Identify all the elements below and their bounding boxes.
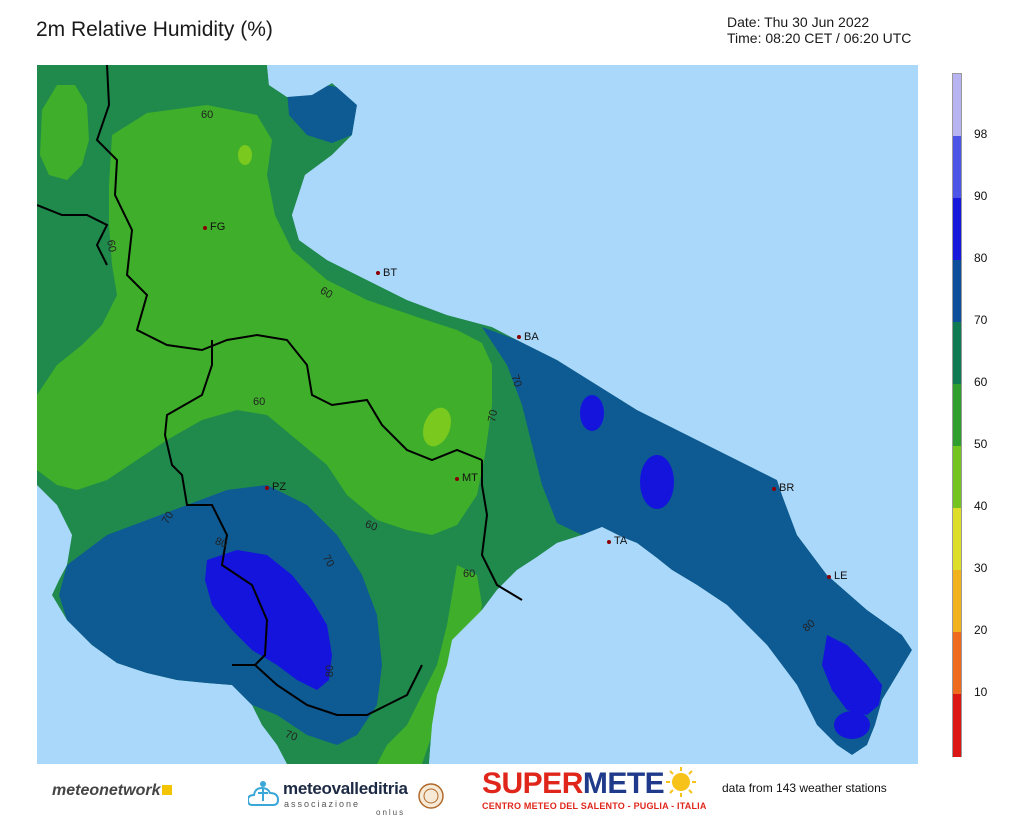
colorbar-tick-label: 30 bbox=[974, 561, 988, 575]
colorbar-tick-label: 20 bbox=[974, 623, 988, 637]
city-label-le: LE bbox=[834, 570, 848, 582]
supermeteo-wordmark: SUPERMETE bbox=[482, 767, 665, 800]
supermeteo-logo: SUPERMETE CENTRO METEO DEL SALENTO - PUG… bbox=[480, 767, 710, 827]
colorbar-tick-label: 80 bbox=[974, 251, 988, 265]
city-dot bbox=[376, 271, 380, 275]
colorbar-tick-label: 10 bbox=[974, 685, 988, 699]
humidity-spot-80-90-brindisi bbox=[640, 455, 674, 509]
footer: meteonetwork meteovalleditria associazio… bbox=[0, 765, 1024, 838]
colorbar-segment bbox=[953, 632, 961, 695]
colorbar-tick-label: 98 bbox=[974, 127, 988, 141]
contour-label: 70 bbox=[486, 408, 501, 424]
colorbar-segment bbox=[953, 260, 961, 323]
meteonetwork-square-icon bbox=[162, 785, 173, 795]
city-label-br: BR bbox=[779, 482, 795, 494]
meteovalleditria-sub2: onlus bbox=[376, 808, 406, 817]
humidity-zone-80-90-southwest bbox=[205, 550, 332, 690]
sun-icon bbox=[666, 767, 696, 797]
map-title: 2m Relative Humidity (%) bbox=[36, 18, 273, 41]
region-borders bbox=[37, 65, 523, 716]
humidity-map bbox=[37, 65, 918, 764]
colorbar-segment bbox=[953, 136, 961, 199]
city-label-mt: MT bbox=[462, 472, 478, 484]
colorbar-segment bbox=[953, 74, 961, 137]
humidity-zone-50-60-south bbox=[377, 565, 482, 764]
city-label-bt: BT bbox=[383, 267, 398, 279]
city-label-fg: FG bbox=[210, 221, 226, 233]
humidity-zone-50-60-nw bbox=[40, 85, 89, 180]
colorbar-tick-label: 60 bbox=[974, 375, 988, 389]
colorbar-segment bbox=[953, 694, 961, 757]
humidity-zone-80-90-salento bbox=[822, 635, 882, 715]
city-dot bbox=[607, 540, 611, 544]
stations-note: data from 143 weather stations bbox=[722, 781, 887, 795]
map-svg bbox=[37, 65, 918, 764]
colorbar-tick-label: 40 bbox=[974, 499, 988, 513]
contour-label: 60 bbox=[201, 109, 214, 121]
colorbar-segment bbox=[953, 384, 961, 447]
colorbar-tick-label: 70 bbox=[974, 313, 988, 327]
humidity-spot-80-90-bari bbox=[580, 395, 604, 431]
humidity-zone-50-60 bbox=[37, 105, 492, 535]
city-label-ba: BA bbox=[524, 331, 539, 343]
seal-icon bbox=[418, 783, 444, 809]
colorbar-tick-label: 50 bbox=[974, 437, 988, 451]
humidity-spot-40-50-north bbox=[238, 145, 252, 165]
colorbar-segment bbox=[953, 446, 961, 509]
colorbar-segment bbox=[953, 570, 961, 633]
city-dot bbox=[517, 335, 521, 339]
humidity-zone-70-80-gargano bbox=[287, 83, 357, 143]
adriatic-sea bbox=[267, 65, 918, 764]
colorbar-tick-label: 90 bbox=[974, 189, 988, 203]
contour-label: 60 bbox=[253, 396, 266, 408]
city-dot bbox=[203, 226, 207, 230]
city-dot bbox=[827, 575, 831, 579]
city-label-pz: PZ bbox=[272, 481, 287, 493]
meteovalleditria-logo: meteovalleditria associazione onlus bbox=[248, 773, 448, 823]
contour-label: 80 bbox=[324, 664, 337, 678]
datetime-block: Date: Thu 30 Jun 2022 Time: 08:20 CET / … bbox=[727, 14, 911, 46]
meteovalleditria-sub1: associazione bbox=[284, 799, 361, 809]
humidity-zone-70-80-east bbox=[482, 327, 912, 755]
city-dot bbox=[265, 486, 269, 490]
date-text: Date: Thu 30 Jun 2022 bbox=[727, 14, 870, 30]
cloud-person-icon bbox=[248, 781, 280, 806]
tyrrhenian-sea bbox=[37, 485, 287, 764]
meteonetwork-text: meteonetwork bbox=[52, 782, 161, 799]
humidity-spot-80-90-leuca bbox=[834, 711, 870, 739]
meteovalleditria-name: meteovalleditria bbox=[283, 779, 408, 798]
supermeteo-tagline: CENTRO METEO DEL SALENTO - PUGLIA - ITAL… bbox=[482, 801, 707, 811]
humidity-colorbar bbox=[952, 73, 962, 757]
city-label-ta: TA bbox=[614, 535, 628, 547]
time-text: Time: 08:20 CET / 06:20 UTC bbox=[727, 30, 912, 46]
meteonetwork-logo: meteonetwork bbox=[52, 782, 173, 800]
contour-label: 60 bbox=[104, 238, 119, 254]
city-dot bbox=[772, 487, 776, 491]
contour-label: 60 bbox=[463, 568, 476, 580]
colorbar-segment bbox=[953, 198, 961, 261]
colorbar-segment bbox=[953, 322, 961, 385]
city-dot bbox=[455, 477, 459, 481]
colorbar-segment bbox=[953, 508, 961, 571]
humidity-spot-40-50-center bbox=[422, 407, 452, 447]
